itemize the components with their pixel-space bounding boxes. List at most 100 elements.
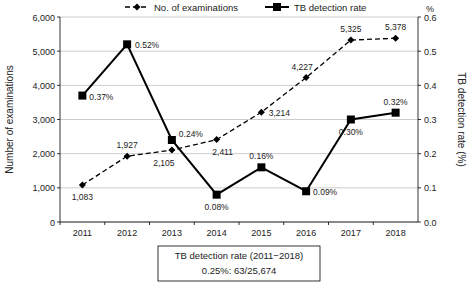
data-label: 0.30%: [339, 127, 364, 137]
data-label: 0.09%: [313, 187, 338, 197]
y2-tick: [418, 51, 421, 52]
legend-label: No. of examinations: [154, 2, 238, 13]
plot-area: [78, 35, 399, 199]
x-tick: [328, 222, 329, 225]
x-tick: [239, 222, 240, 225]
data-label: 1,927: [116, 140, 138, 150]
data-label: 2,105: [153, 158, 175, 168]
legend-marker: [134, 4, 141, 11]
y-tick-label: 3,000: [32, 115, 55, 125]
y-tick-label: 4,000: [32, 81, 55, 91]
marker: [213, 191, 221, 199]
data-labels: 1,083 1,927 2,105 2,411 3,214 4,227 5,325 5,378…: [72, 22, 408, 211]
y-tick-label: 6,000: [32, 13, 55, 23]
marker: [168, 136, 176, 144]
x-tick: [60, 222, 61, 225]
y-tick-label: 0: [50, 218, 55, 228]
x-tick-label: 2012: [117, 228, 137, 238]
legend-marker: [273, 3, 281, 11]
marker: [347, 37, 354, 44]
legend: No. of examinations TB detection rate: [125, 2, 366, 13]
grid-line: [60, 51, 418, 52]
y2-axis-title: TB detection rate (%): [456, 72, 467, 166]
x-tick-label: 2017: [341, 228, 361, 238]
y2-tick-label: 0.0: [424, 218, 437, 228]
y2-tick-label: 0.5: [424, 47, 437, 57]
data-label: 0.08%: [205, 202, 230, 212]
x-tick-label: 2014: [207, 228, 227, 238]
x-tick-label: 2015: [251, 228, 271, 238]
grid-line: [60, 17, 418, 18]
y2-tick: [418, 85, 421, 86]
x-tick: [373, 222, 374, 225]
grid-line: [60, 153, 418, 154]
marker: [78, 92, 86, 100]
y-tick-label: 5,000: [32, 47, 55, 57]
y-tick-label: 2,000: [32, 149, 55, 159]
y2-tick-label: 0.4: [424, 81, 437, 91]
y2-tick: [418, 153, 421, 154]
grid-line: [60, 187, 418, 188]
y-tick: [57, 153, 60, 154]
series-line: [82, 44, 395, 194]
y2-tick: [418, 119, 421, 120]
grid-line: [60, 119, 418, 120]
marker: [258, 109, 265, 116]
y-axis-title: Number of examinations: [4, 65, 15, 173]
y-tick: [57, 119, 60, 120]
note-text: 0.25%: 63/25,674: [202, 265, 276, 276]
marker: [303, 74, 310, 81]
marker: [257, 163, 265, 171]
x-tick: [149, 222, 150, 225]
data-label: 2,411: [212, 147, 233, 157]
x-tick: [194, 222, 195, 225]
marker: [392, 109, 400, 117]
data-label: 5,378: [385, 22, 407, 32]
y2-tick: [418, 222, 421, 223]
y-tick: [57, 17, 60, 18]
chart: 0 1,000 2,000 3,000 4,000 5,000 6,000 0.0 0.1 0.2…: [0, 0, 467, 283]
marker: [124, 153, 131, 160]
y2-tick-label: 0.2: [424, 149, 437, 159]
y-axis: [60, 17, 61, 222]
y2-tick-label: 0.3: [424, 115, 437, 125]
marker: [123, 40, 131, 48]
x-tick-label: 2016: [296, 228, 316, 238]
data-label: 0.32%: [384, 97, 409, 107]
note-title: TB detection rate (2011−2018): [175, 250, 303, 261]
y-tick-label: 1,000: [32, 183, 55, 193]
y2-tick-label: 0.1: [424, 183, 437, 193]
data-label: 0.52%: [135, 40, 160, 50]
y-tick: [57, 187, 60, 188]
data-label: 4,227: [291, 62, 313, 72]
y-tick: [57, 51, 60, 52]
marker: [79, 181, 86, 188]
marker: [347, 116, 355, 124]
marker: [392, 35, 399, 42]
y2-axis: [418, 17, 419, 222]
data-label: 3,214: [269, 108, 291, 118]
data-label: 5,325: [340, 24, 362, 34]
x-tick-label: 2018: [386, 228, 406, 238]
marker: [302, 187, 310, 195]
data-label: 0.16%: [249, 151, 274, 161]
note-box: [158, 246, 320, 281]
data-label: 1,083: [72, 192, 94, 202]
y2-unit: %: [426, 4, 434, 14]
grid-line: [60, 85, 418, 86]
legend-label: TB detection rate: [294, 2, 366, 13]
y2-tick: [418, 187, 421, 188]
x-tick: [104, 222, 105, 225]
data-label: 0.37%: [89, 92, 114, 102]
data-label: 0.24%: [179, 129, 204, 139]
x-tick: [283, 222, 284, 225]
x-tick-label: 2013: [162, 228, 182, 238]
series-line: [82, 38, 395, 185]
y2-tick-label: 0.6: [424, 13, 437, 23]
y-tick: [57, 85, 60, 86]
y2-tick: [418, 17, 421, 18]
marker: [213, 136, 220, 143]
x-tick-label: 2011: [73, 228, 92, 238]
y-tick: [57, 222, 60, 223]
marker: [168, 147, 175, 154]
